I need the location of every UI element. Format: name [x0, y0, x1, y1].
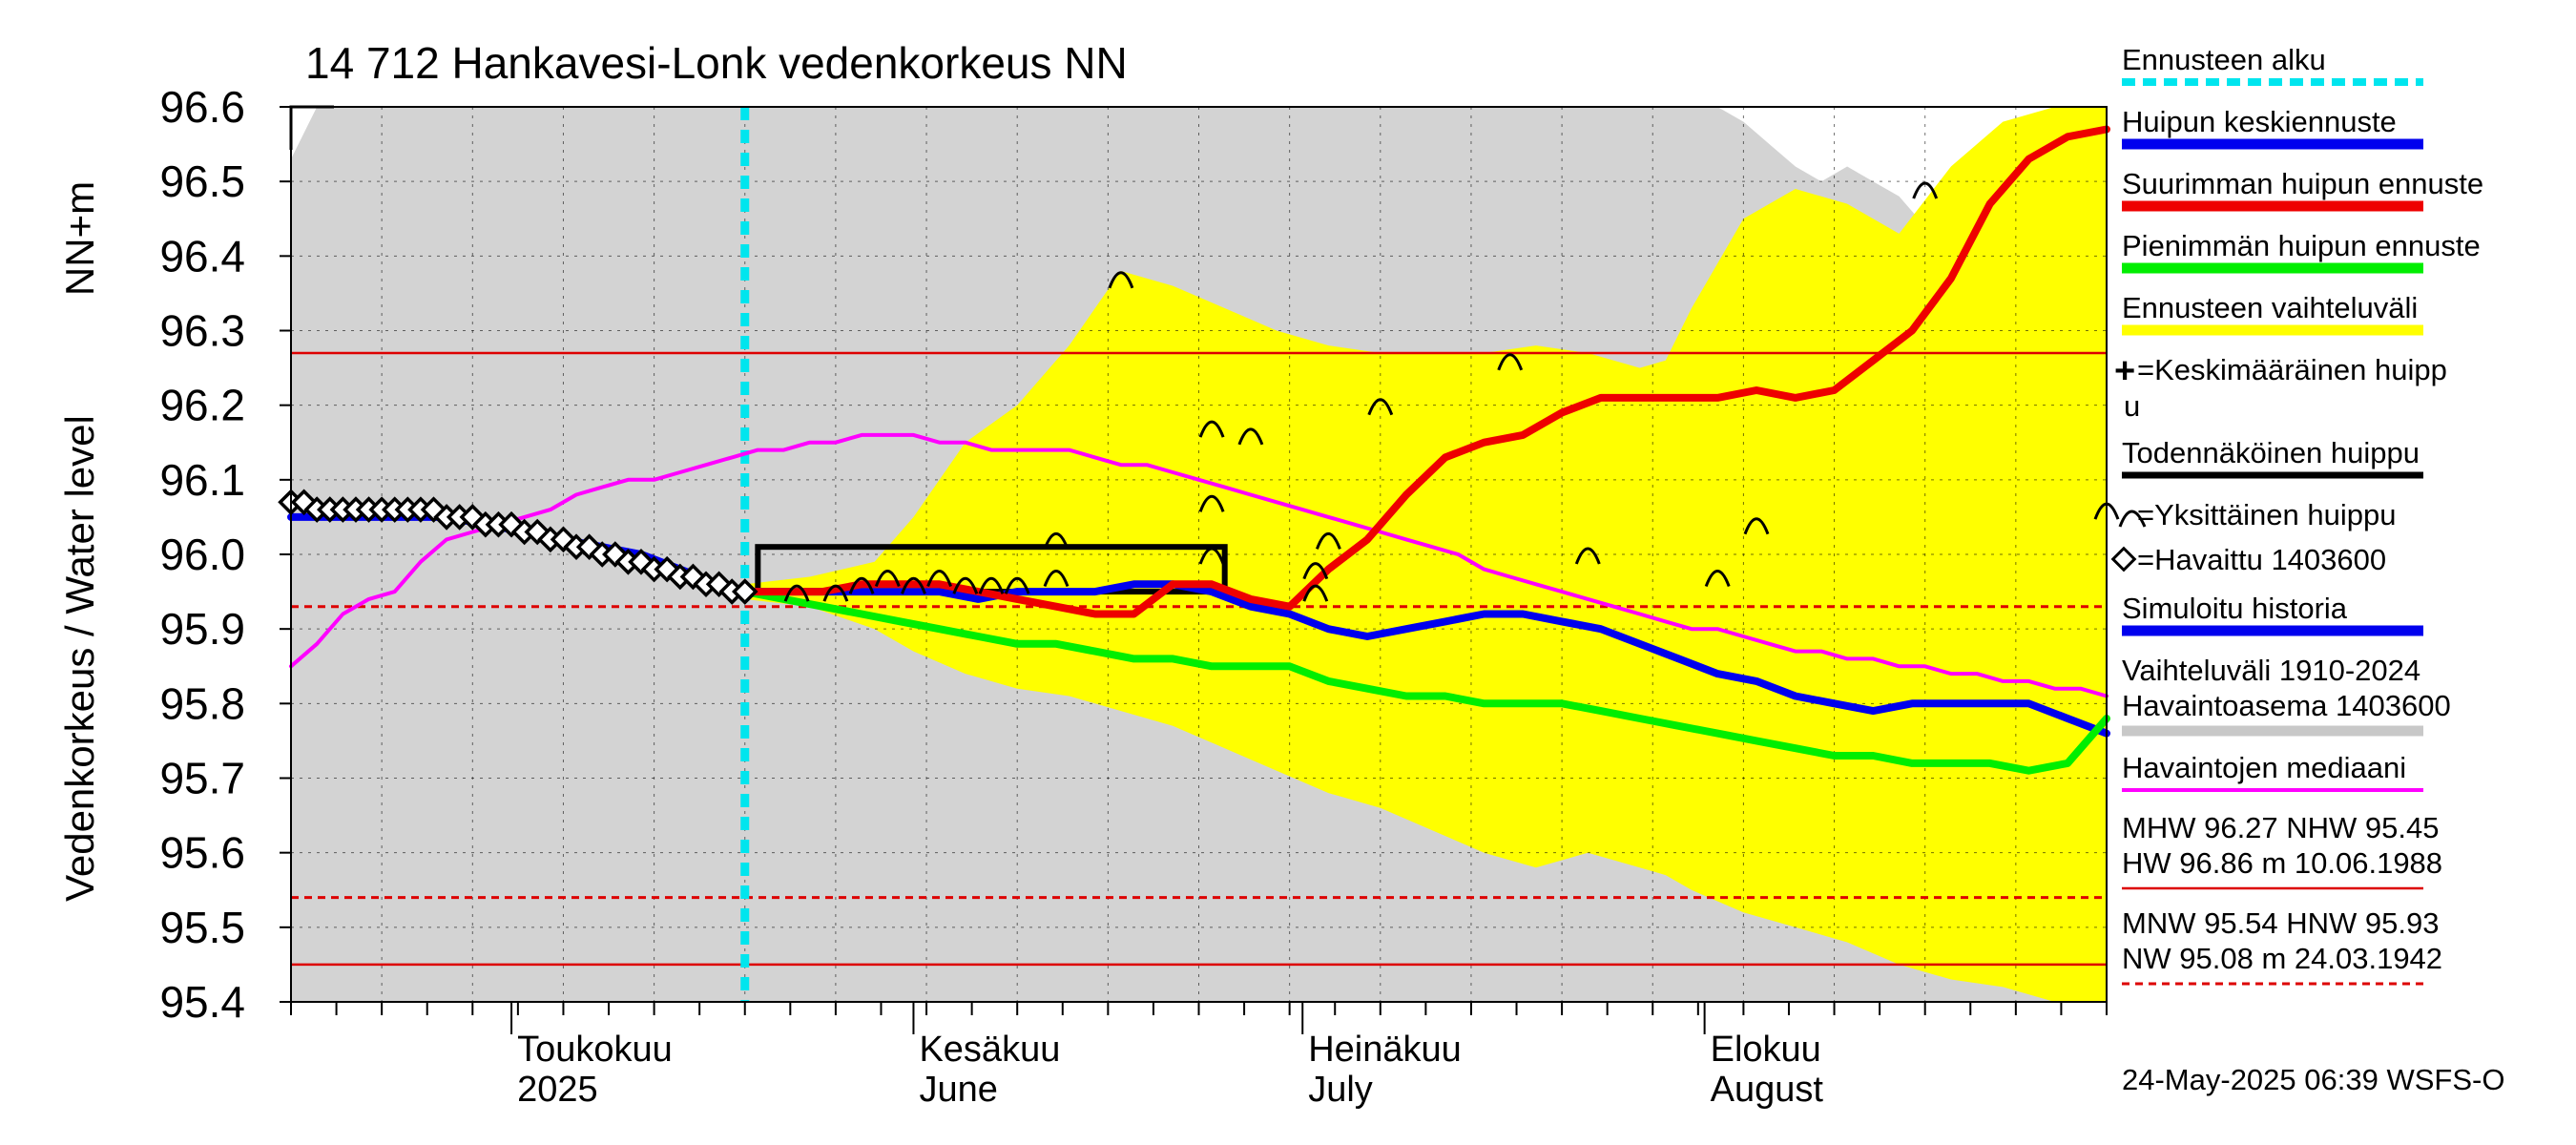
y-tick-label: 95.8: [159, 678, 245, 728]
legend-mean-peak: Huipun keskiennuste: [2122, 105, 2397, 138]
single-peak-marker: [874, 570, 901, 588]
y-tick-label: 96.4: [159, 231, 245, 281]
legend-forecast-start: Ennusteen alku: [2122, 43, 2326, 76]
single-peak-marker: [901, 576, 926, 594]
series-line-2: [740, 588, 2110, 775]
single-peak-marker: [1198, 547, 1225, 565]
y-tick-label: 95.5: [159, 903, 245, 952]
legend-stats-hw: HW 96.86 m 10.06.1988: [2122, 846, 2442, 880]
reference-lines: [291, 351, 2107, 967]
x-month-sublabel: 2025: [517, 1070, 598, 1110]
observation-point: [731, 578, 758, 605]
legend-observed: =Havaittu 1403600: [2137, 543, 2386, 576]
legend-average-peak-plus-icon: +: [2114, 351, 2135, 391]
single-peak-marker: [926, 570, 953, 588]
y-tick-label: 96.5: [159, 156, 245, 206]
legend-observed-diamond-icon: [2110, 546, 2137, 572]
single-peak-marker: [1367, 398, 1394, 416]
y-tick-label: 95.6: [159, 828, 245, 878]
legend-stats-nw: NW 95.08 m 24.03.1942: [2122, 942, 2442, 975]
y-axis-label: Vedenkorkeus / Water level: [57, 415, 102, 902]
y-axis-unit-label: NN+m: [57, 181, 102, 296]
single-peak-marker: [1108, 271, 1134, 289]
legend-simulated: Simuloitu historia: [2122, 592, 2348, 625]
series-lines: [287, 125, 2110, 775]
y-tick-label: 95.7: [159, 754, 245, 803]
single-peak-marker: [822, 584, 849, 602]
single-peak-marker: [1237, 427, 1264, 446]
single-peak-marker: [978, 576, 1005, 594]
single-peak-marker: [783, 584, 810, 602]
single-peak-marker: [1302, 584, 1329, 602]
single-peak-marker: [1574, 547, 1601, 565]
legend-stats-mhw-nhw: MHW 96.27 NHW 95.45: [2122, 811, 2440, 844]
single-peak-marker: [1004, 576, 1030, 594]
single-peak-marker: [1743, 517, 1770, 535]
x-month-label: Elokuu: [1711, 1030, 1821, 1070]
legend-single-peak-arc-icon: [2118, 510, 2147, 528]
y-tick-label: 96.2: [159, 381, 245, 430]
legend-average-peak: =Keskimääräinen huipp: [2137, 353, 2447, 386]
chart-title: 14 712 Hankavesi-Lonk vedenkorkeus NN: [305, 38, 1128, 88]
legend-single-peak: =Yksittäinen huippu: [2137, 498, 2396, 531]
single-peak-marker: [1198, 420, 1225, 438]
y-axis-ticks: 95.4 95.5 95.6 95.7 95.8 95.9 96.0 96.1 96.2 96.3…: [159, 82, 291, 1027]
single-peak-marker: [1912, 181, 1939, 199]
legend-min-peak: Pienimmän huipun ennuste: [2122, 229, 2481, 262]
legend-average-peak-cont: u: [2124, 389, 2140, 423]
x-month-sublabel: August: [1711, 1070, 1824, 1110]
legend-forecast-range: Ennusteen vaihteluväli: [2122, 291, 2418, 324]
y-tick-label: 96.0: [159, 530, 245, 579]
y-tick-label: 96.6: [159, 82, 245, 132]
y-tick-label: 96.1: [159, 455, 245, 505]
series-line-0: [289, 432, 2109, 698]
single-peak-marker: [952, 576, 979, 594]
single-peak-marker: [848, 576, 875, 594]
series-line-3: [740, 125, 2110, 618]
corner-bracket: [289, 105, 334, 150]
x-month-sublabel: July: [1308, 1070, 1373, 1110]
y-tick-label: 95.9: [159, 604, 245, 654]
x-month-label: Heinäkuu: [1308, 1030, 1462, 1070]
legend-stats-mnw-hnw: MNW 95.54 HNW 95.93: [2122, 906, 2440, 940]
single-peak-marker: [1043, 531, 1070, 550]
single-peak-marker: [1198, 494, 1225, 512]
single-peak-marker: [1043, 570, 1070, 588]
x-month-label: Kesäkuu: [919, 1030, 1060, 1070]
legend-likely-peak: Todennäköinen huippu: [2122, 436, 2420, 469]
single-peak-marker: [1315, 531, 1341, 550]
footer-timestamp: 24-May-2025 06:39 WSFS-O: [2122, 1063, 2504, 1096]
x-month-label: Toukokuu: [517, 1030, 673, 1070]
legend-median: Havaintojen mediaani: [2122, 751, 2406, 784]
single-peak-marker: [1302, 562, 1329, 580]
y-tick-label: 95.4: [159, 977, 245, 1027]
single-peak-marker: [1704, 570, 1731, 588]
x-month-sublabel: June: [919, 1070, 997, 1110]
legend-historical-range-station: Havaintoasema 1403600: [2122, 689, 2451, 722]
legend-historical-range: Vaihteluväli 1910-2024: [2122, 654, 2420, 687]
y-tick-label: 96.3: [159, 306, 245, 356]
legend-max-peak: Suurimman huipun ennuste: [2122, 167, 2483, 200]
single-peak-marker: [1497, 353, 1524, 371]
observation-markers: [278, 489, 758, 605]
legend: Ennusteen alku Huipun keskiennuste Suuri…: [2110, 43, 2504, 1096]
